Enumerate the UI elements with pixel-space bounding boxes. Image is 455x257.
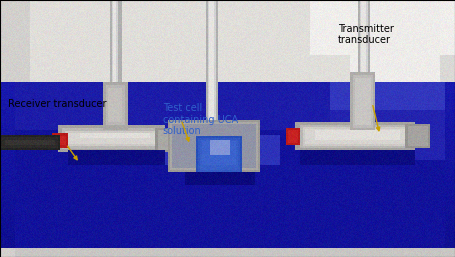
Text: Receiver transducer: Receiver transducer (8, 99, 106, 109)
Text: Transmitter
transducer: Transmitter transducer (338, 24, 394, 45)
Text: Test cell
containing UCA
solution: Test cell containing UCA solution (163, 103, 238, 136)
